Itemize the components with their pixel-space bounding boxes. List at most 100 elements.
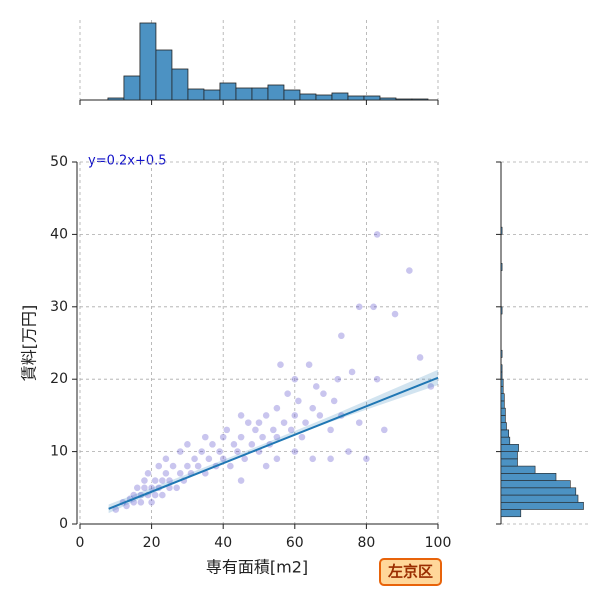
histogram-bar (379, 97, 397, 101)
scatter-point (151, 476, 160, 485)
scatter-point (247, 440, 256, 449)
scatter-point (298, 433, 306, 442)
y-tick-label: 20 (50, 371, 68, 387)
histogram-bar (500, 480, 571, 489)
scatter-point (140, 476, 149, 485)
confidence-band (108, 369, 438, 514)
scatter-point (262, 462, 271, 470)
scatter-point (283, 389, 292, 398)
annotation: y=0.2x+0.5 (88, 154, 167, 169)
scatter-point (162, 469, 170, 478)
histogram-bar (500, 473, 557, 481)
scatter-point (330, 397, 339, 405)
histogram-bar (500, 415, 506, 423)
scatter-point (222, 425, 231, 434)
histogram-bar (139, 22, 157, 101)
scatter-point (294, 397, 303, 405)
histogram-bar (500, 386, 504, 394)
histogram-bar (123, 75, 141, 101)
scatter-point (172, 483, 181, 492)
scatter-point (215, 447, 224, 456)
scatter-point (269, 425, 278, 434)
scatter-point (197, 447, 206, 456)
histogram-bar (267, 84, 285, 101)
scatter-point (136, 498, 145, 507)
scatter-point (194, 462, 203, 470)
scatter-point (344, 447, 353, 456)
scatter-point (219, 433, 228, 442)
histogram-bar (347, 95, 365, 101)
scatter-point (237, 476, 245, 485)
scatter-point (391, 310, 399, 318)
histogram-bar (500, 436, 511, 445)
scatter-point (237, 433, 245, 442)
histogram-bar (395, 98, 413, 101)
scatter-point (226, 462, 235, 470)
scatter-point (426, 382, 435, 391)
histogram-bar (500, 263, 503, 271)
x-tick-label: 100 (425, 535, 452, 551)
scatter-point (319, 389, 328, 398)
y-tick-label: 40 (50, 226, 68, 242)
regression-line (108, 376, 439, 510)
scatter-point (326, 454, 335, 463)
scatter-point (287, 425, 296, 434)
histogram-bar (500, 465, 536, 474)
scatter-point (290, 411, 299, 420)
x-tick-label: 80 (357, 535, 375, 551)
scatter-point (255, 418, 263, 427)
x-tick-label: 20 (143, 535, 161, 551)
histogram-bar (500, 393, 505, 402)
histogram-bar (500, 451, 518, 460)
histogram-bar (155, 49, 173, 101)
scatter-point (315, 411, 324, 420)
y-axis-label: 賃料[万円] (20, 305, 39, 382)
scatter-point (280, 418, 288, 427)
histogram-bar (500, 444, 519, 452)
histogram-bar (283, 89, 301, 101)
scatter-point (204, 454, 213, 463)
scatter-point (162, 454, 170, 463)
scatter-point (301, 418, 310, 427)
histogram-bar (500, 226, 503, 235)
scatter-point (276, 360, 285, 369)
scatter-point (290, 447, 299, 456)
x-axis-label: 専有面積[m2] (206, 558, 308, 577)
scatter-point (237, 411, 245, 420)
scatter-point (251, 425, 260, 434)
histogram-bar (500, 487, 577, 496)
scatter-point (337, 331, 346, 340)
scatter-point (233, 447, 242, 456)
histogram-bar (500, 429, 509, 438)
scatter-point (176, 447, 185, 456)
scatter-point (308, 454, 317, 463)
scatter-point (355, 302, 364, 311)
histogram-bar (500, 422, 507, 431)
scatter-point (258, 433, 267, 442)
scatter-point (362, 454, 371, 463)
scatter-point (158, 491, 167, 499)
histogram-bar (187, 88, 205, 101)
scatter-point (369, 302, 378, 311)
scatter-point (416, 353, 424, 362)
scatter-point (380, 425, 389, 434)
scatter-point (154, 462, 163, 470)
scatter-point (405, 266, 414, 275)
scatter-point (373, 375, 382, 384)
scatter-point (176, 469, 185, 478)
scatter-point (305, 360, 314, 369)
histogram-bar (171, 68, 189, 101)
histogram-bar (107, 97, 125, 101)
scatter-point (133, 483, 142, 492)
histogram-bar (500, 349, 503, 358)
scatter-point (208, 440, 217, 449)
label-box (379, 558, 442, 586)
scatter-point (190, 454, 199, 463)
scatter-point (348, 368, 356, 376)
histogram-bar (331, 92, 349, 101)
histogram-bar (500, 494, 579, 503)
histogram-bar (500, 378, 504, 387)
x-tick-label: 40 (214, 535, 232, 551)
histogram-bar (500, 371, 503, 380)
histogram-bar (500, 400, 505, 409)
